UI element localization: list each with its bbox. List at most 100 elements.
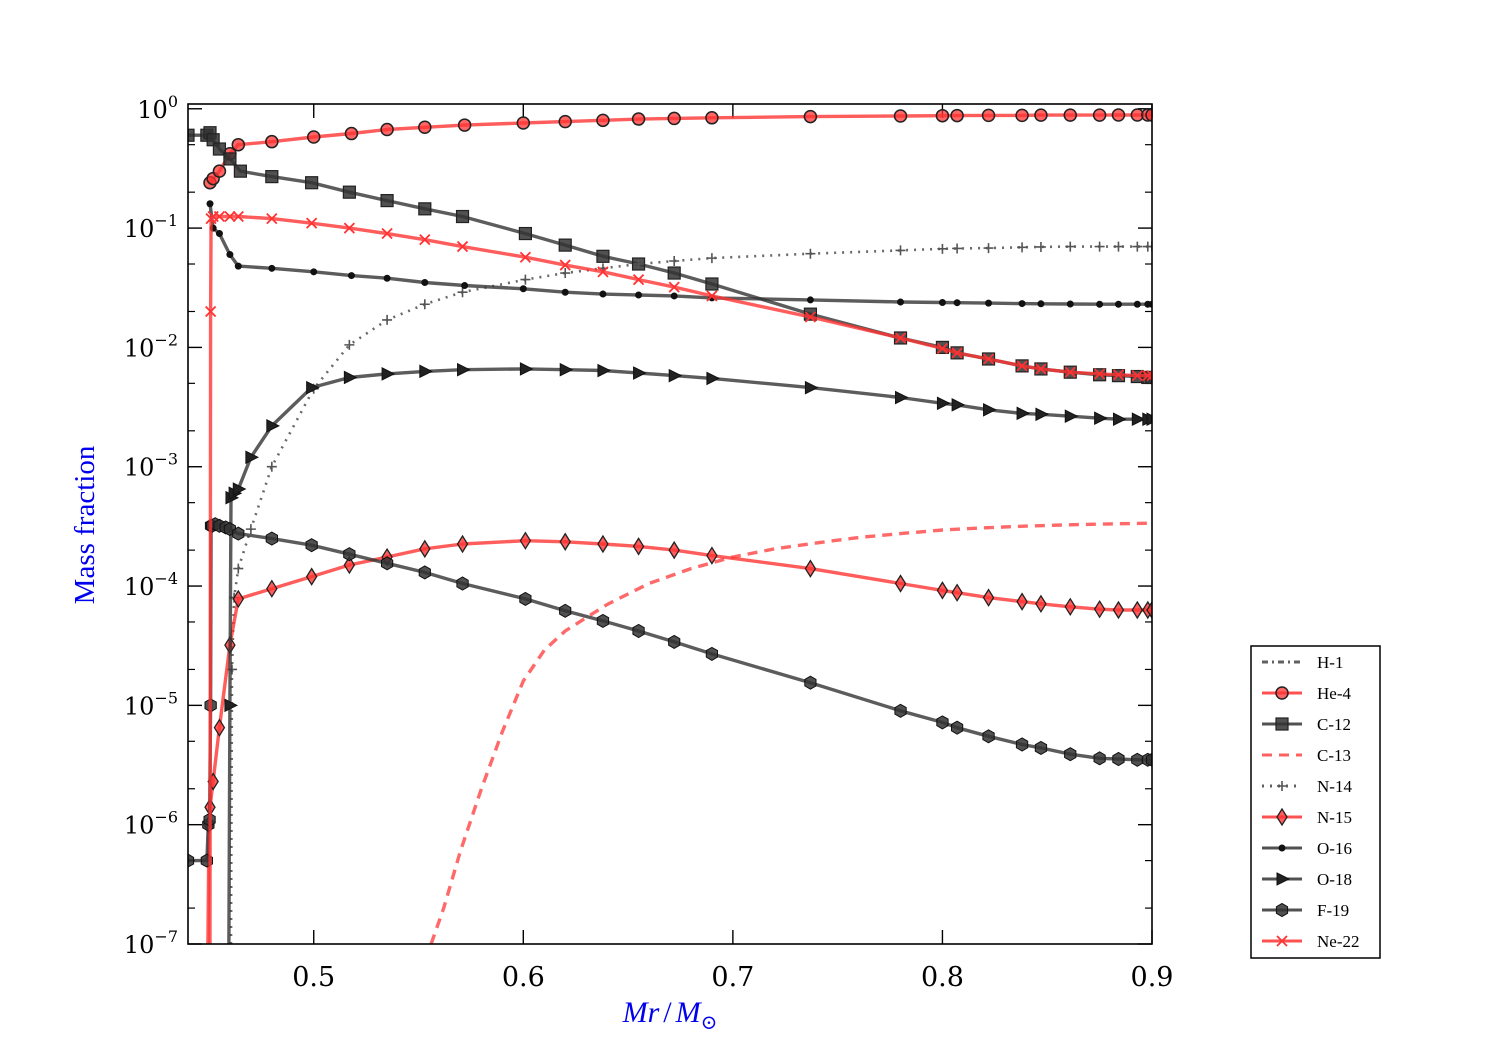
data-point-he-4 xyxy=(380,122,394,137)
data-point-o-18 xyxy=(597,363,612,378)
data-point-c-12 xyxy=(380,193,394,208)
data-point-ne-22 xyxy=(519,251,532,263)
data-point-o-18 xyxy=(706,371,721,386)
data-point-c-12 xyxy=(265,170,279,184)
data-point-n-14 xyxy=(805,248,816,259)
data-point-n-15 xyxy=(266,579,278,598)
data-point-f-19 xyxy=(596,613,610,628)
legend-marker xyxy=(1278,844,1286,852)
legend-label: H-1 xyxy=(1317,653,1343,672)
data-point-o-18 xyxy=(559,362,574,377)
data-point-n-15 xyxy=(1131,600,1144,620)
legend-item-o-16: O-16 xyxy=(1262,839,1352,858)
data-point-f-19 xyxy=(418,565,431,580)
x-axis-label: Mr / M⊙ xyxy=(622,996,718,1034)
data-point-he-4 xyxy=(231,137,246,152)
data-point-f-19 xyxy=(519,591,532,606)
data-point-ne-22 xyxy=(204,305,217,318)
legend-item-c-13: C-13 xyxy=(1262,746,1351,765)
data-point-f-19 xyxy=(1034,740,1048,755)
legend-label: F-19 xyxy=(1317,901,1349,920)
data-point-n-14 xyxy=(706,253,717,264)
data-point-n-15 xyxy=(951,583,963,602)
data-point-o-18 xyxy=(983,402,997,417)
data-point-o-18 xyxy=(1064,409,1079,424)
data-point-o-16 xyxy=(461,282,469,290)
data-point-f-19 xyxy=(804,675,817,690)
data-point-n-15 xyxy=(706,546,718,565)
data-point-n-14 xyxy=(952,243,963,254)
data-point-o-18 xyxy=(1016,406,1031,421)
data-point-he-4 xyxy=(667,111,681,126)
data-point-o-16 xyxy=(1066,300,1074,308)
legend-item-o-18: O-18 xyxy=(1262,870,1352,889)
data-point-f-19 xyxy=(951,720,964,735)
data-point-n-15 xyxy=(1146,600,1152,620)
data-point-f-19 xyxy=(343,547,356,562)
x-tick-label: 0.9 xyxy=(1131,962,1174,993)
data-point-n-15 xyxy=(213,718,226,737)
legend-label: Ne-22 xyxy=(1317,932,1359,951)
data-point-n-15 xyxy=(419,539,431,559)
data-point-ne-22 xyxy=(951,347,963,359)
data-point-o-16 xyxy=(215,230,223,238)
data-point-c-12 xyxy=(212,142,227,156)
data-point-ne-22 xyxy=(224,210,236,223)
data-point-ne-22 xyxy=(232,210,244,223)
data-point-o-18 xyxy=(936,396,951,411)
legend-item-c-12: C-12 xyxy=(1262,715,1351,734)
data-point-o-16 xyxy=(985,299,993,307)
data-point-ne-22 xyxy=(381,227,393,240)
data-point-n-14 xyxy=(266,461,277,472)
data-point-c-12 xyxy=(342,185,356,199)
data-point-n-15 xyxy=(1112,600,1125,620)
data-point-c-12 xyxy=(705,277,719,291)
data-point-o-16 xyxy=(1114,300,1122,308)
series-line-c-13 xyxy=(429,521,1152,944)
data-point-o-18 xyxy=(224,698,239,713)
data-point-n-15 xyxy=(305,567,318,586)
data-point-ne-22 xyxy=(266,213,278,225)
data-point-he-4 xyxy=(457,118,472,132)
y-tick-label: 10−7 xyxy=(124,927,178,959)
data-point-o-16 xyxy=(310,268,318,276)
series-line-o-18 xyxy=(227,367,1152,944)
data-point-o-16 xyxy=(268,264,276,272)
data-point-ne-22 xyxy=(1142,369,1152,382)
data-point-n-14 xyxy=(245,524,256,535)
data-point-he-4 xyxy=(1092,108,1107,122)
data-point-ne-22 xyxy=(456,240,469,253)
data-point-n-14 xyxy=(983,243,994,254)
data-point-o-16 xyxy=(953,299,961,307)
data-point-n-14 xyxy=(1132,241,1143,252)
data-point-f-19 xyxy=(705,646,718,661)
x-tick-labels: 0.5 0.6 0.7 0.8 0.9 xyxy=(292,962,1173,993)
data-point-n-15 xyxy=(1016,592,1028,611)
data-point-n-14 xyxy=(895,245,906,256)
y-tick-labels: 100 10−1 10−2 10−3 10−4 10−5 10−6 10−7 xyxy=(124,92,178,959)
data-point-o-18 xyxy=(804,380,819,395)
data-point-o-16 xyxy=(421,278,429,286)
data-point-he-4 xyxy=(596,113,610,128)
data-point-o-18 xyxy=(668,368,683,383)
data-point-o-18 xyxy=(1035,407,1050,422)
data-point-c-12 xyxy=(518,226,533,241)
data-point-o-18 xyxy=(519,362,534,376)
data-point-he-4 xyxy=(981,108,996,123)
data-point-c-12 xyxy=(223,152,237,166)
data-point-f-19 xyxy=(1093,751,1106,766)
data-point-o-18 xyxy=(232,482,247,496)
series-layer xyxy=(188,108,1152,944)
series-n-14 xyxy=(227,241,1152,944)
data-point-n-15 xyxy=(343,555,356,575)
data-point-n-14 xyxy=(1147,241,1152,252)
data-point-o-16 xyxy=(1133,300,1141,308)
legend-label: N-15 xyxy=(1317,808,1352,827)
data-point-f-19 xyxy=(632,623,645,639)
data-point-ne-22 xyxy=(1016,360,1028,372)
data-point-o-16 xyxy=(897,298,905,306)
data-point-he-4 xyxy=(418,120,432,135)
axis-ticks xyxy=(188,104,1153,945)
data-point-n-15 xyxy=(1035,594,1047,614)
